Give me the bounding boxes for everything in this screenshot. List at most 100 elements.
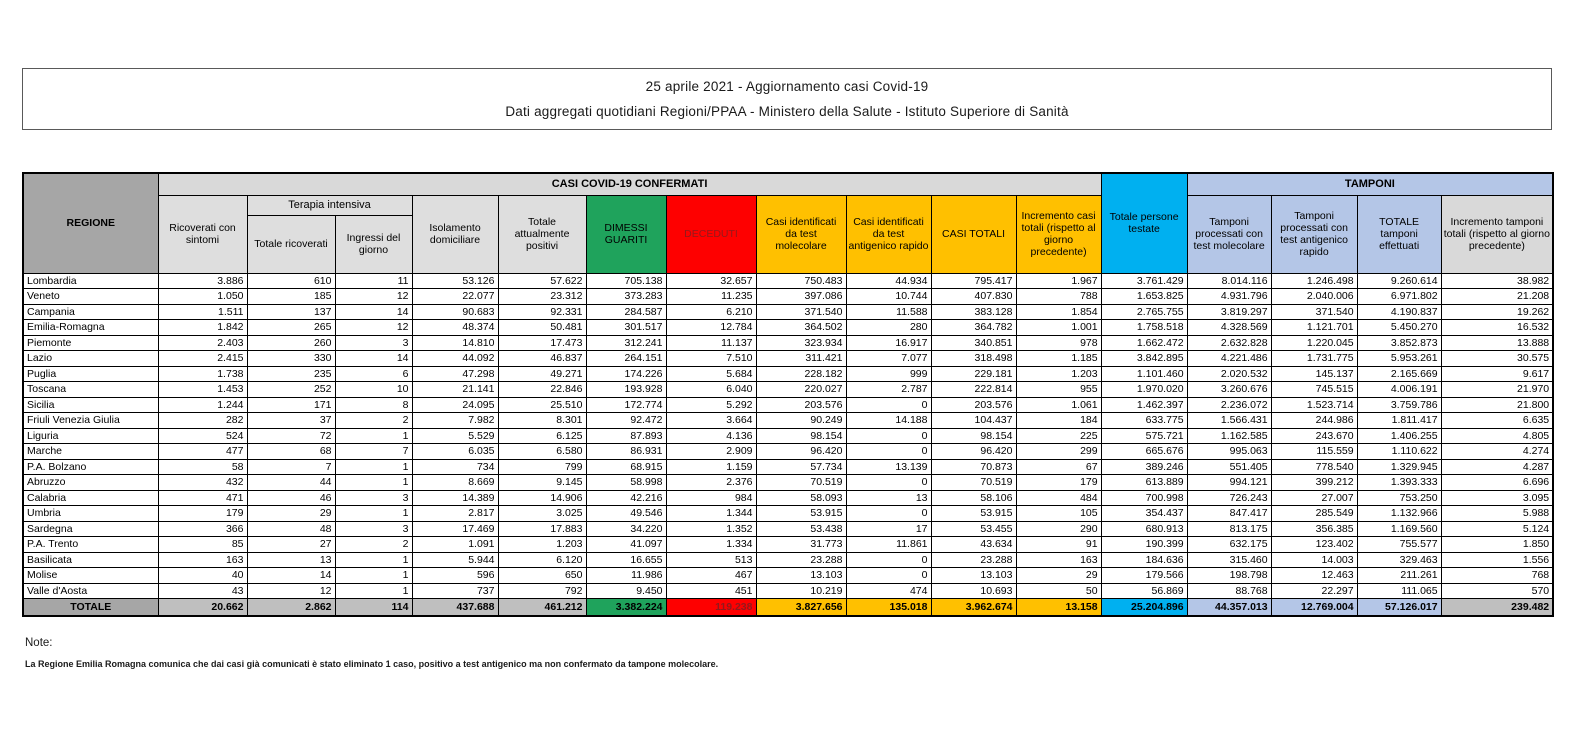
value-cell: 211.261 (1356, 567, 1442, 584)
value-cell: 5.684 (665, 365, 757, 382)
value-cell: 3 (334, 334, 413, 351)
value-cell: 1.811.417 (1356, 412, 1442, 429)
table-row: Toscana 1.453 252 10 21.141 22.846 193.928 6.04… (22, 381, 1554, 398)
value-cell: 49.546 (585, 505, 667, 522)
total-row: TOTALE 20.662 2.862 114 437.688 461.212 3.382.… (22, 598, 1554, 616)
value-cell: 243.670 (1270, 427, 1358, 444)
value-cell: 50 (1015, 582, 1102, 599)
region-name: Friuli Venezia Giulia (22, 412, 159, 429)
value-cell: 21.141 (411, 381, 499, 398)
value-cell: 53.126 (411, 272, 499, 289)
value-cell: 14 (334, 303, 413, 320)
value-cell: 5.953.261 (1356, 350, 1442, 367)
table-row: Marche 477 68 7 6.035 6.580 86.931 2.909 96.420 0… (22, 443, 1554, 460)
value-cell: 1.344 (665, 505, 757, 522)
value-cell: 795.417 (930, 272, 1017, 289)
region-name: Toscana (22, 381, 159, 398)
value-cell: 10.744 (845, 288, 932, 305)
value-cell: 42.216 (585, 489, 667, 506)
header-regione: REGIONE (22, 172, 159, 274)
header-deceduti: DECEDUTI (665, 194, 757, 274)
value-cell: 0 (845, 474, 932, 491)
value-cell: 17 (845, 520, 932, 537)
value-cell: 145.137 (1270, 365, 1358, 382)
value-cell: 10.693 (930, 582, 1017, 599)
table-row: Sardegna 366 48 3 17.469 17.883 34.220 1.352 53.… (22, 520, 1554, 537)
value-cell: 3.095 (1440, 489, 1554, 506)
value-cell: 49.271 (497, 365, 587, 382)
value-cell: 1.967 (1015, 272, 1102, 289)
value-cell: 282 (157, 412, 248, 429)
value-cell: 252 (246, 381, 336, 398)
value-cell: 40 (157, 567, 248, 584)
region-name: Lazio (22, 350, 159, 367)
region-name: P.A. Trento (22, 536, 159, 553)
value-cell: 14.389 (411, 489, 499, 506)
total-value-cell: 239.482 (1440, 598, 1554, 616)
value-cell: 610 (246, 272, 336, 289)
value-cell: 57.622 (497, 272, 587, 289)
value-cell: 955 (1015, 381, 1102, 398)
value-cell: 1.050 (157, 288, 248, 305)
value-cell: 734 (411, 458, 499, 475)
value-cell: 2.787 (845, 381, 932, 398)
value-cell: 1.406.255 (1356, 427, 1442, 444)
value-cell: 477 (157, 443, 248, 460)
value-cell: 8 (334, 396, 413, 413)
value-cell: 14.906 (497, 489, 587, 506)
value-cell: 680.913 (1100, 520, 1188, 537)
value-cell: 1.758.518 (1100, 319, 1188, 336)
header-dimessi-guariti: DIMESSI GUARITI (585, 194, 667, 274)
header-ricoverati-sintomi: Ricoverati con sintomi (157, 194, 248, 274)
value-cell: 203.576 (755, 396, 847, 413)
value-cell: 2 (334, 412, 413, 429)
value-cell: 29 (1015, 567, 1102, 584)
table-row: Molise 40 14 1 596 650 11.986 467 13.103 0 13.103 2… (22, 567, 1554, 584)
value-cell: 228.182 (755, 365, 847, 382)
value-cell: 14.188 (845, 412, 932, 429)
value-cell: 366 (157, 520, 248, 537)
value-cell: 9.260.614 (1356, 272, 1442, 289)
value-cell: 318.498 (930, 350, 1017, 367)
value-cell: 6.635 (1440, 412, 1554, 429)
value-cell: 14.810 (411, 334, 499, 351)
value-cell: 4.136 (665, 427, 757, 444)
value-cell: 6.696 (1440, 474, 1554, 491)
value-cell: 7.510 (665, 350, 757, 367)
value-cell: 5.988 (1440, 505, 1554, 522)
value-cell: 570 (1440, 582, 1554, 599)
value-cell: 1 (334, 567, 413, 584)
value-cell: 8.301 (497, 412, 587, 429)
value-cell: 1 (334, 551, 413, 568)
region-name: Valle d'Aosta (22, 582, 159, 599)
header-tamponi-molecolare: Tamponi processati con test molecolare (1186, 194, 1272, 274)
value-cell: 5.292 (665, 396, 757, 413)
value-cell: 8.014.116 (1186, 272, 1272, 289)
value-cell: 1.731.775 (1270, 350, 1358, 367)
value-cell: 14 (246, 567, 336, 584)
table-row: Lazio 2.415 330 14 44.092 46.837 264.151 7.510 3… (22, 350, 1554, 367)
value-cell: 4.190.837 (1356, 303, 1442, 320)
value-cell: 484 (1015, 489, 1102, 506)
value-cell: 111.065 (1356, 582, 1442, 599)
value-cell: 750.483 (755, 272, 847, 289)
value-cell: 323.934 (755, 334, 847, 351)
value-cell: 43.634 (930, 536, 1017, 553)
value-cell: 575.721 (1100, 427, 1188, 444)
value-cell: 244.986 (1270, 412, 1358, 429)
value-cell: 13.103 (755, 567, 847, 584)
value-cell: 665.676 (1100, 443, 1188, 460)
value-cell: 745.515 (1270, 381, 1358, 398)
value-cell: 1.244 (157, 396, 248, 413)
value-cell: 220.027 (755, 381, 847, 398)
table-row: Emilia-Romagna 1.842 265 12 48.374 50.481 301.… (22, 319, 1554, 336)
notes-label: Note: (25, 637, 53, 649)
region-name: Abruzzo (22, 474, 159, 491)
total-value-cell: 461.212 (497, 598, 587, 616)
table-row: Sicilia 1.244 171 8 24.095 25.510 172.774 5.292… (22, 396, 1554, 413)
value-cell: 13.888 (1440, 334, 1554, 351)
value-cell: 16.532 (1440, 319, 1554, 336)
value-cell: 12 (246, 582, 336, 599)
value-cell: 12.784 (665, 319, 757, 336)
total-value-cell: 57.126.017 (1356, 598, 1442, 616)
